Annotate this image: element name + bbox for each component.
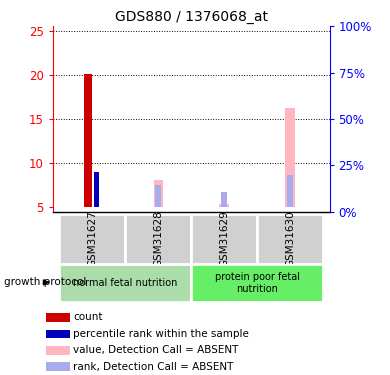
Bar <box>46 330 71 338</box>
Text: normal fetal nutrition: normal fetal nutrition <box>73 278 177 288</box>
Bar <box>154 180 163 207</box>
Bar <box>84 74 92 207</box>
Text: GSM31628: GSM31628 <box>153 211 163 267</box>
Text: GSM31630: GSM31630 <box>285 211 295 267</box>
FancyBboxPatch shape <box>59 214 125 264</box>
Bar <box>94 172 99 207</box>
Bar <box>287 175 293 207</box>
Bar <box>46 313 71 322</box>
Bar <box>221 192 227 207</box>
Bar <box>46 346 71 354</box>
Text: growth protocol: growth protocol <box>4 278 86 287</box>
FancyBboxPatch shape <box>191 214 257 264</box>
Title: GDS880 / 1376068_at: GDS880 / 1376068_at <box>115 10 268 24</box>
Bar <box>155 185 161 207</box>
Text: rank, Detection Call = ABSENT: rank, Detection Call = ABSENT <box>73 362 234 372</box>
FancyBboxPatch shape <box>191 264 323 302</box>
Bar <box>285 108 294 207</box>
Text: GSM31627: GSM31627 <box>87 211 97 267</box>
Text: value, Detection Call = ABSENT: value, Detection Call = ABSENT <box>73 345 239 355</box>
FancyBboxPatch shape <box>257 214 323 264</box>
Bar <box>220 204 229 207</box>
Text: GSM31629: GSM31629 <box>219 211 229 267</box>
Text: count: count <box>73 312 103 322</box>
Bar <box>46 362 71 371</box>
FancyBboxPatch shape <box>125 214 191 264</box>
FancyBboxPatch shape <box>59 264 191 302</box>
Text: percentile rank within the sample: percentile rank within the sample <box>73 329 249 339</box>
Text: protein poor fetal
nutrition: protein poor fetal nutrition <box>215 272 300 294</box>
